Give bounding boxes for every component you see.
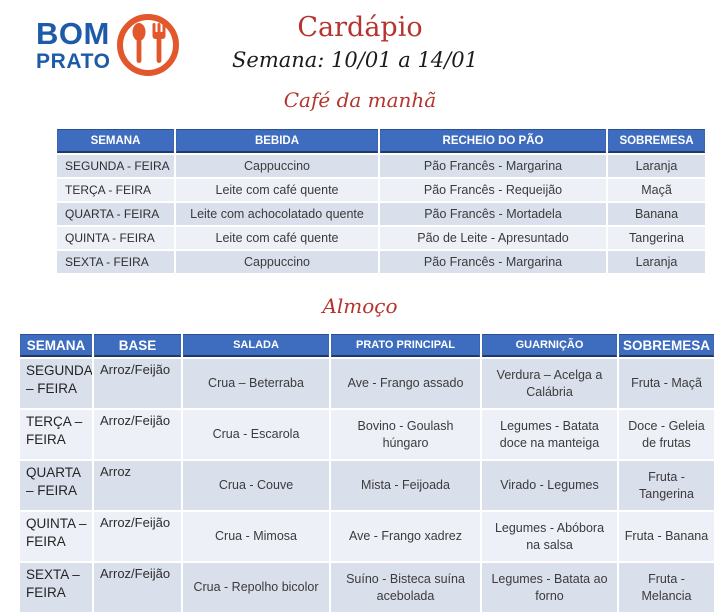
lunch-col-sobremesa: SOBREMESA — [619, 334, 714, 357]
logo-text-prato: PRATO — [36, 50, 111, 73]
lunch-table: SEMANA BASE SALADA PRATO PRINCIPAL GUARN… — [18, 332, 716, 614]
lunch-col-prato-principal: PRATO PRINCIPAL — [331, 334, 480, 357]
table-row: QUARTA - FEIRA Leite com achocolatado qu… — [57, 203, 705, 225]
breakfast-cell: Laranja — [608, 155, 705, 177]
lunch-cell: Crua - Escarola — [183, 410, 329, 459]
lunch-base-cell: Arroz/Feijão — [94, 410, 181, 459]
breakfast-cell: Pão Francês - Requeijão — [380, 179, 606, 201]
breakfast-cell: Leite com café quente — [176, 227, 378, 249]
lunch-cell: Crua - Couve — [183, 461, 329, 510]
lunch-day-cell: SEXTA – FEIRA — [20, 563, 92, 612]
breakfast-day-cell: QUARTA - FEIRA — [57, 203, 174, 225]
breakfast-cell: Leite com achocolatado quente — [176, 203, 378, 225]
lunch-cell: Mista - Feijoada — [331, 461, 480, 510]
lunch-day-cell: SEGUNDA – FEIRA — [20, 359, 92, 408]
lunch-base-cell: Arroz/Feijão — [94, 359, 181, 408]
breakfast-cell: Leite com café quente — [176, 179, 378, 201]
table-row: SEGUNDA - FEIRA Cappuccino Pão Francês -… — [57, 155, 705, 177]
lunch-cell: Bovino - Goulash húngaro — [331, 410, 480, 459]
lunch-cell: Doce - Geleia de frutas — [619, 410, 714, 459]
breakfast-day-cell: TERÇA - FEIRA — [57, 179, 174, 201]
lunch-cell: Legumes - Batata ao forno — [482, 563, 617, 612]
table-row: QUARTA – FEIRA Arroz Crua - Couve Mista … — [20, 461, 714, 510]
breakfast-col-bebida: BEBIDA — [176, 129, 378, 153]
breakfast-section-title: Café da manhã — [283, 88, 437, 112]
week-subtitle: Semana: 10/01 a 14/01 — [232, 48, 478, 72]
breakfast-cell: Banana — [608, 203, 705, 225]
logo-wordmark: BOM PRATO — [36, 18, 111, 72]
lunch-section-title: Almoço — [322, 294, 398, 318]
lunch-col-base: BASE — [94, 334, 181, 357]
page-title: Cardápio — [297, 12, 423, 43]
breakfast-cell: Cappuccino — [176, 251, 378, 273]
breakfast-day-cell: QUINTA - FEIRA — [57, 227, 174, 249]
lunch-cell: Fruta - Melancia — [619, 563, 714, 612]
breakfast-col-sobremesa: SOBREMESA — [608, 129, 705, 153]
lunch-base-cell: Arroz/Feijão — [94, 512, 181, 561]
breakfast-header-row: SEMANA BEBIDA RECHEIO DO PÃO SOBREMESA — [57, 129, 705, 153]
breakfast-cell: Cappuccino — [176, 155, 378, 177]
lunch-cell: Ave - Frango xadrez — [331, 512, 480, 561]
lunch-cell: Legumes - Batata doce na manteiga — [482, 410, 617, 459]
lunch-cell: Crua – Beterraba — [183, 359, 329, 408]
table-row: SEGUNDA – FEIRA Arroz/Feijão Crua – Bete… — [20, 359, 714, 408]
breakfast-table: SEMANA BEBIDA RECHEIO DO PÃO SOBREMESA S… — [55, 127, 707, 275]
breakfast-cell: Pão Francês - Margarina — [380, 251, 606, 273]
table-row: TERÇA - FEIRA Leite com café quente Pão … — [57, 179, 705, 201]
lunch-cell: Crua - Mimosa — [183, 512, 329, 561]
breakfast-cell: Pão Francês - Mortadela — [380, 203, 606, 225]
lunch-header-row: SEMANA BASE SALADA PRATO PRINCIPAL GUARN… — [20, 334, 714, 357]
lunch-cell: Ave - Frango assado — [331, 359, 480, 408]
lunch-col-salada: SALADA — [183, 334, 329, 357]
lunch-cell: Fruta - Tangerina — [619, 461, 714, 510]
breakfast-cell: Pão de Leite - Apresuntado — [380, 227, 606, 249]
lunch-day-cell: QUARTA – FEIRA — [20, 461, 92, 510]
lunch-base-cell: Arroz — [94, 461, 181, 510]
breakfast-col-recheio: RECHEIO DO PÃO — [380, 129, 606, 153]
breakfast-day-cell: SEGUNDA - FEIRA — [57, 155, 174, 177]
lunch-cell: Suíno - Bisteca suína acebolada — [331, 563, 480, 612]
spoon-fork-icon — [116, 14, 179, 76]
table-row: QUINTA – FEIRA Arroz/Feijão Crua - Mimos… — [20, 512, 714, 561]
breakfast-day-cell: SEXTA - FEIRA — [57, 251, 174, 273]
breakfast-cell: Maçã — [608, 179, 705, 201]
logo-text-bom: BOM — [36, 16, 110, 51]
lunch-cell: Virado - Legumes — [482, 461, 617, 510]
breakfast-cell: Laranja — [608, 251, 705, 273]
lunch-cell: Legumes - Abóbora na salsa — [482, 512, 617, 561]
breakfast-cell: Tangerina — [608, 227, 705, 249]
lunch-day-cell: QUINTA – FEIRA — [20, 512, 92, 561]
breakfast-cell: Pão Francês - Margarina — [380, 155, 606, 177]
table-row: SEXTA - FEIRA Cappuccino Pão Francês - M… — [57, 251, 705, 273]
lunch-col-semana: SEMANA — [20, 334, 92, 357]
table-row: TERÇA – FEIRA Arroz/Feijão Crua - Escaro… — [20, 410, 714, 459]
lunch-base-cell: Arroz/Feijão — [94, 563, 181, 612]
lunch-cell: Fruta - Maçã — [619, 359, 714, 408]
lunch-cell: Crua - Repolho bicolor — [183, 563, 329, 612]
lunch-day-cell: TERÇA – FEIRA — [20, 410, 92, 459]
lunch-col-guarnicao: GUARNIÇÃO — [482, 334, 617, 357]
lunch-cell: Fruta - Banana — [619, 512, 714, 561]
table-row: SEXTA – FEIRA Arroz/Feijão Crua - Repolh… — [20, 563, 714, 612]
table-row: QUINTA - FEIRA Leite com café quente Pão… — [57, 227, 705, 249]
breakfast-col-semana: SEMANA — [57, 129, 174, 153]
bom-prato-logo: BOM PRATO — [36, 13, 180, 77]
lunch-cell: Verdura – Acelga a Calábria — [482, 359, 617, 408]
